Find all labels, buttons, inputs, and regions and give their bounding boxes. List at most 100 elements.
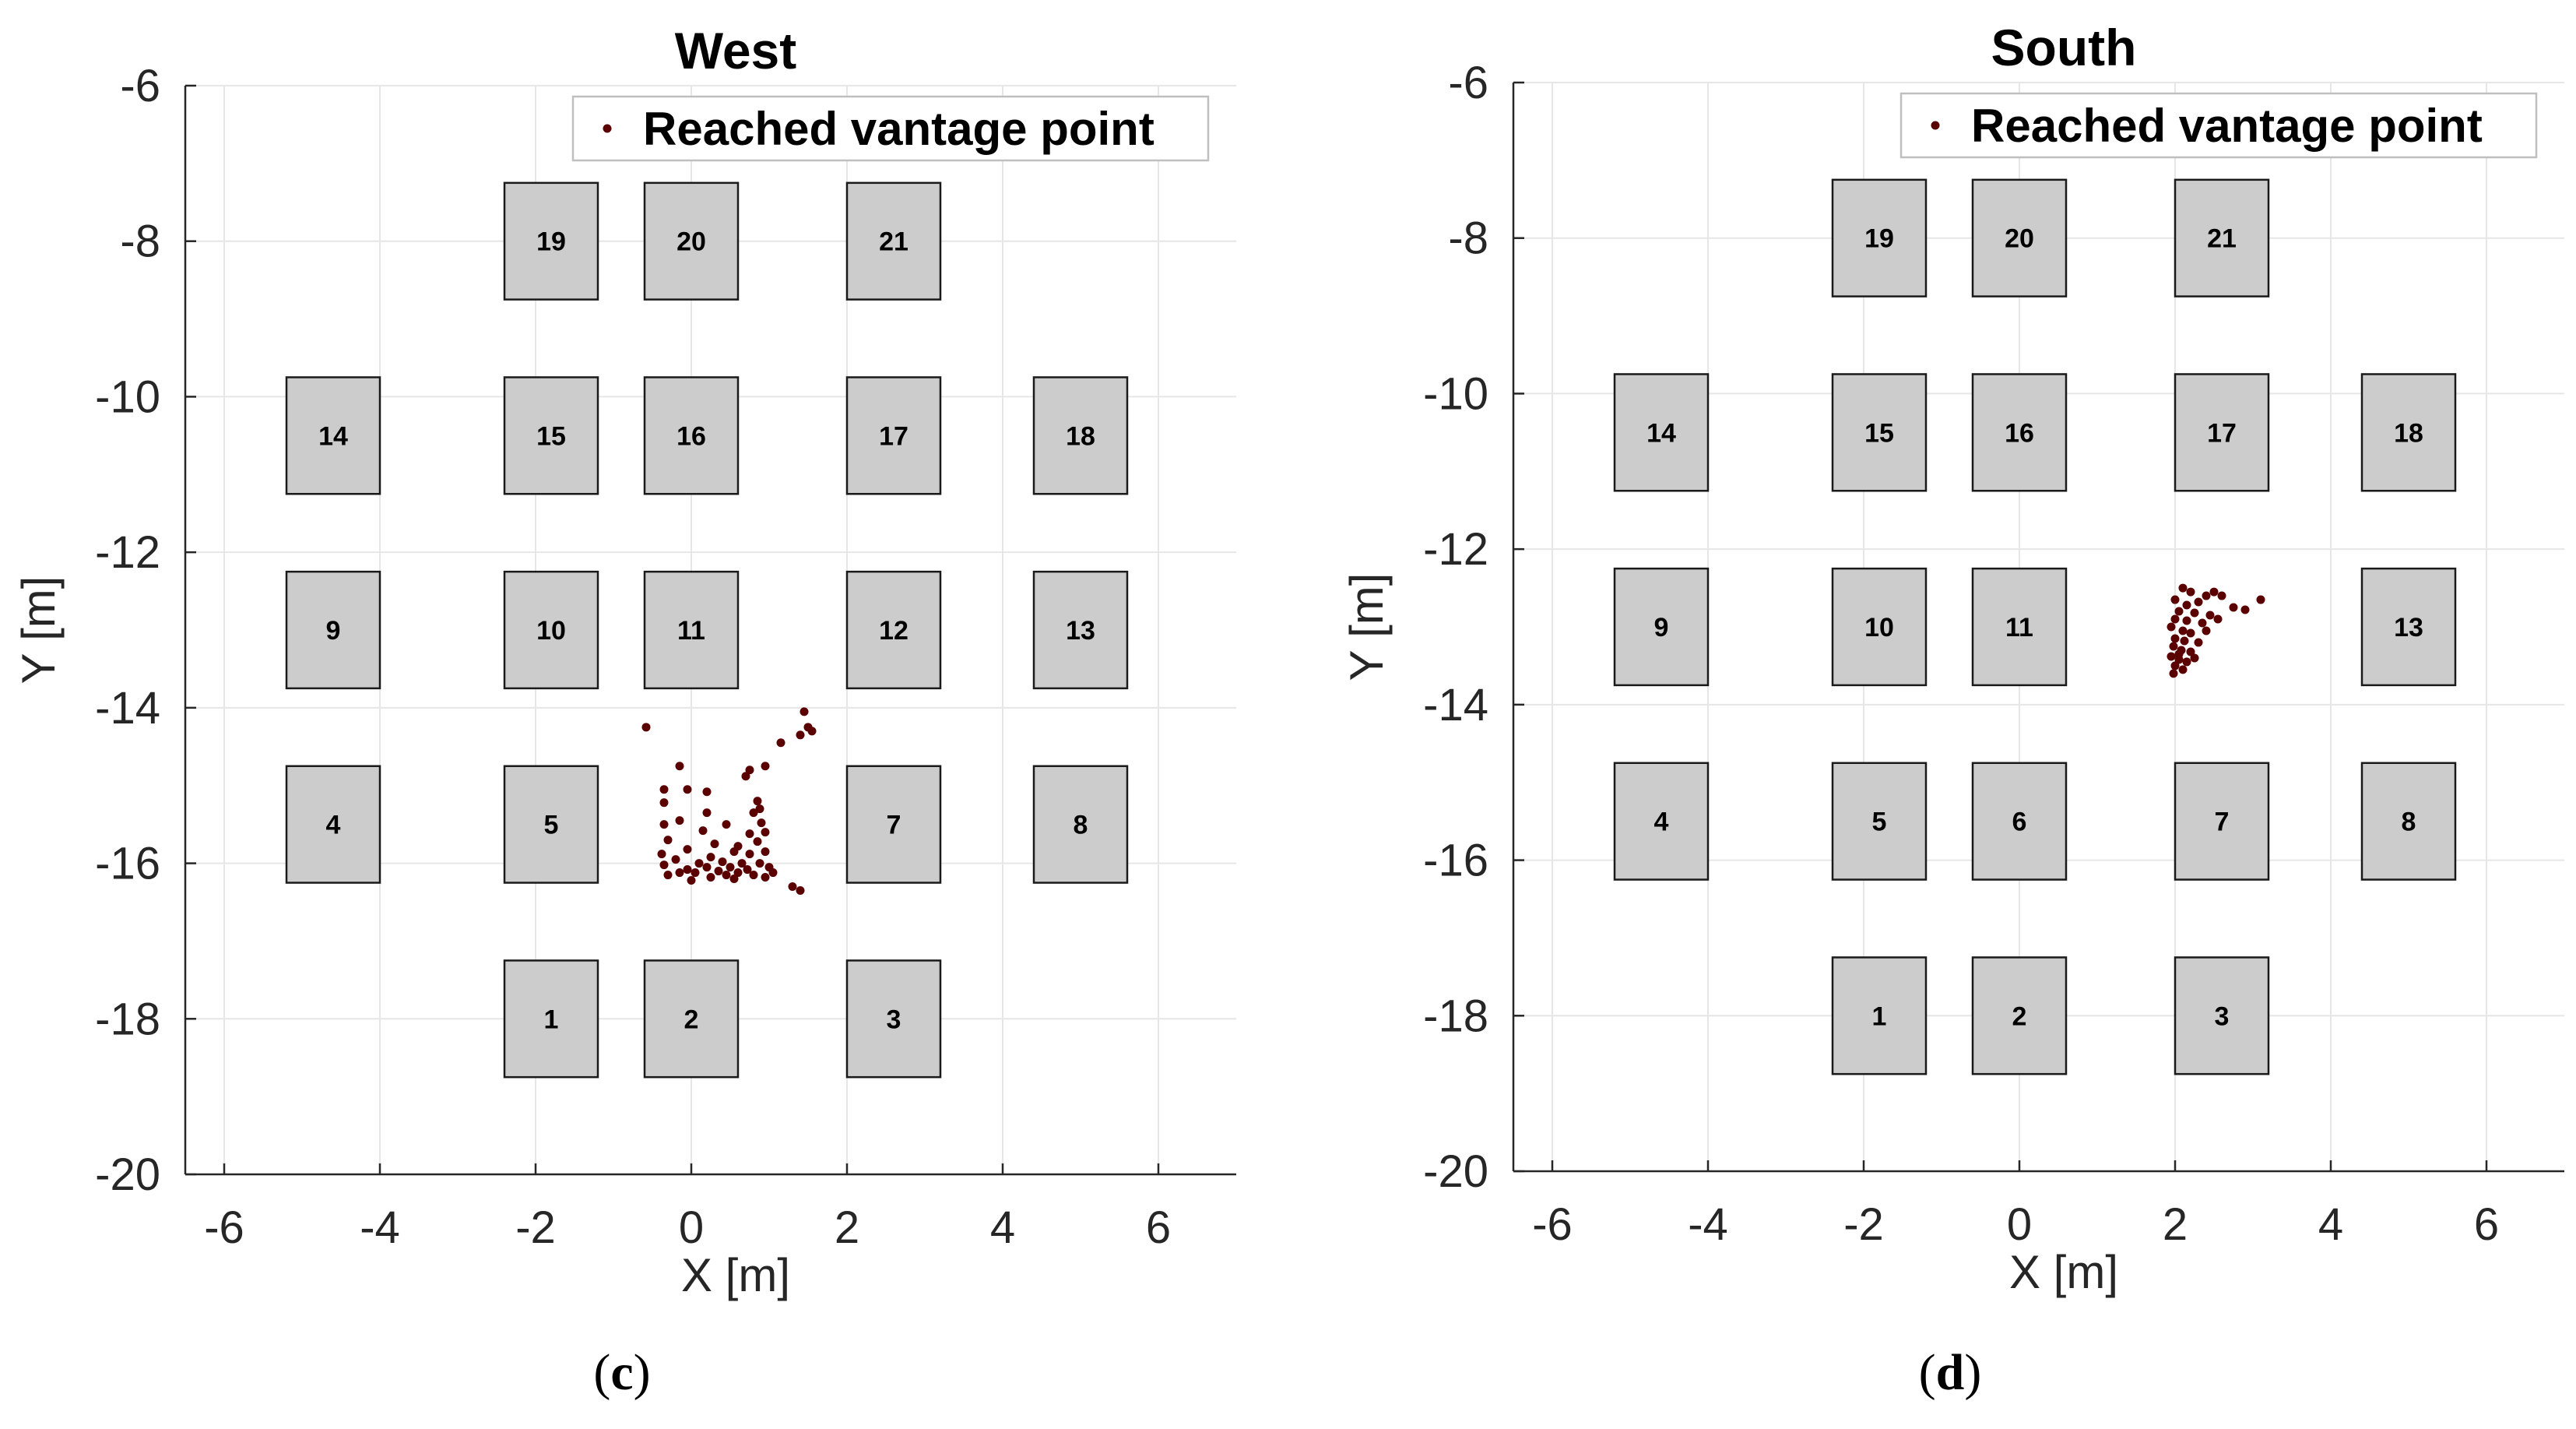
scatter-point: [2186, 628, 2195, 638]
scatter-point: [671, 855, 680, 864]
scatter-point: [2240, 605, 2250, 614]
scatter-point: [687, 876, 696, 885]
scatter-point: [755, 859, 764, 868]
scatter-point: [726, 863, 735, 872]
obstacle-20: [643, 181, 740, 301]
scatter-point: [659, 798, 669, 808]
scatter-point: [755, 804, 764, 814]
scatter-point: [659, 861, 669, 870]
scatter-point: [691, 868, 700, 878]
scatter-point: [745, 850, 754, 859]
scatter-point: [683, 845, 692, 854]
panel-caption-d: (d): [1918, 1344, 1982, 1401]
scatter-point: [2170, 661, 2180, 671]
obstacle-19: [1831, 178, 1928, 297]
legend-label: Reached vantage point: [1971, 100, 2483, 152]
scatter-point: [737, 859, 747, 868]
obstacle-label: 15: [536, 421, 566, 451]
scatter-point: [745, 829, 754, 839]
scatter-point: [675, 816, 684, 825]
x-tick-label: -4: [360, 1202, 400, 1253]
scatter-point: [729, 875, 739, 884]
obstacle-18: [2360, 373, 2457, 492]
scatter-point: [2180, 636, 2189, 646]
x-tick-label: -2: [1843, 1199, 1884, 1250]
scatter-point: [753, 797, 762, 806]
legend-label: Reached vantage point: [643, 103, 1154, 155]
obstacle-15: [503, 376, 599, 495]
obstacle-label: 11: [2005, 613, 2033, 642]
obstacle-19: [503, 181, 599, 301]
y-tick-label: -10: [1423, 368, 1488, 419]
obstacle-label: 20: [677, 227, 706, 257]
obstacle-label: 6: [2012, 808, 2027, 837]
scatter-point: [2198, 618, 2207, 628]
y-tick-label: -14: [95, 683, 160, 734]
chart-title: West: [675, 22, 797, 79]
scatter-point: [2167, 652, 2176, 661]
scatter-point: [2170, 634, 2180, 643]
obstacle-13: [1032, 570, 1129, 690]
y-tick-label: -18: [95, 994, 160, 1044]
scatter-point: [753, 837, 762, 846]
legend-box: [1899, 92, 2538, 159]
scatter-point: [2194, 638, 2203, 647]
obstacle-2: [1971, 956, 2068, 1075]
scatter-point: [761, 762, 770, 771]
obstacle-label: 21: [879, 227, 908, 257]
scatter-point: [722, 871, 731, 880]
y-tick-label: -10: [95, 371, 160, 422]
scatter-point: [2178, 626, 2188, 635]
scatter-point: [2169, 669, 2178, 678]
x-tick-label: -6: [1532, 1199, 1573, 1250]
scatter-point: [729, 847, 739, 857]
y-tick-label: -18: [1423, 991, 1488, 1041]
x-tick-label: 4: [2318, 1199, 2343, 1250]
obstacle-16: [1971, 373, 2068, 492]
scatter-point: [2167, 622, 2176, 632]
scatter-point: [796, 886, 805, 896]
y-tick-label: -8: [1448, 213, 1488, 264]
obstacle-7: [2174, 762, 2270, 881]
obstacle-21: [845, 181, 942, 301]
scatter-point: [2182, 657, 2191, 667]
obstacle-label: 2: [684, 1005, 699, 1034]
obstacle-10: [1831, 567, 1928, 687]
x-tick-label: -2: [515, 1202, 556, 1253]
x-tick-label: 0: [679, 1202, 704, 1253]
obstacle-5: [503, 765, 599, 884]
scatter-point: [710, 839, 719, 849]
scatter-point: [2182, 616, 2191, 625]
scatter-point: [694, 859, 704, 868]
scatter-point: [768, 868, 778, 878]
obstacle-6: [1971, 762, 2068, 881]
scatter-point: [2190, 653, 2199, 663]
obstacle-label: 14: [1646, 418, 1676, 448]
obstacle-1: [503, 959, 599, 1079]
scatter-point: [698, 826, 708, 836]
obstacle-3: [2174, 956, 2270, 1075]
x-tick-label: 2: [835, 1202, 859, 1253]
obstacle-label: 9: [326, 616, 341, 646]
obstacle-label: 1: [544, 1005, 559, 1034]
obstacle-11: [643, 570, 740, 690]
scatter-point: [675, 762, 684, 771]
obstacle-21: [2174, 178, 2270, 297]
obstacle-label: 13: [1066, 616, 1095, 646]
obstacle-10: [503, 570, 599, 690]
scatter-point: [807, 727, 817, 736]
y-tick-label: -6: [1448, 58, 1488, 108]
obstacle-8: [1032, 765, 1129, 884]
y-axis-label: Y [m]: [12, 576, 65, 685]
y-tick-label: -16: [1423, 836, 1488, 886]
obstacle-label: 7: [2215, 808, 2230, 837]
scatter-point: [702, 787, 712, 797]
obstacle-label: 8: [2402, 808, 2416, 837]
legend-marker: [1931, 121, 1940, 130]
scatter-point: [776, 738, 785, 748]
legend-marker: [603, 124, 612, 133]
obstacle-15: [1831, 373, 1928, 492]
scatter-point: [2190, 608, 2199, 618]
obstacle-label: 2: [2012, 1001, 2027, 1031]
